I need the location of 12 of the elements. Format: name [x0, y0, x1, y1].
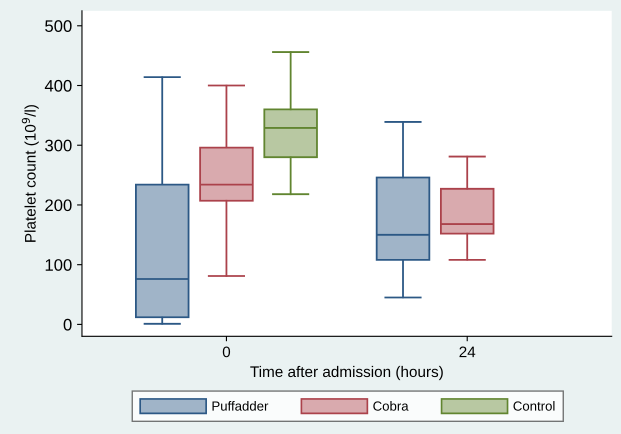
- x-tick-label: 24: [459, 346, 476, 358]
- y-tick-label: 200: [45, 199, 72, 212]
- y-tick-label: 100: [46, 259, 72, 271]
- legend-label: Control: [513, 401, 554, 411]
- legend-label: Cobra: [373, 401, 409, 411]
- y-tick-label: 500: [45, 20, 72, 32]
- legend-label: Puffadder: [212, 401, 268, 411]
- y-tick-label: 400: [44, 80, 72, 92]
- x-axis-title: Time after admission (hours): [250, 366, 443, 380]
- y-tick-label: 300: [45, 140, 72, 152]
- y-axis-title: Platelet count (10$^{9}$/l): [22, 105, 39, 242]
- y-tick-label: 0: [64, 318, 72, 331]
